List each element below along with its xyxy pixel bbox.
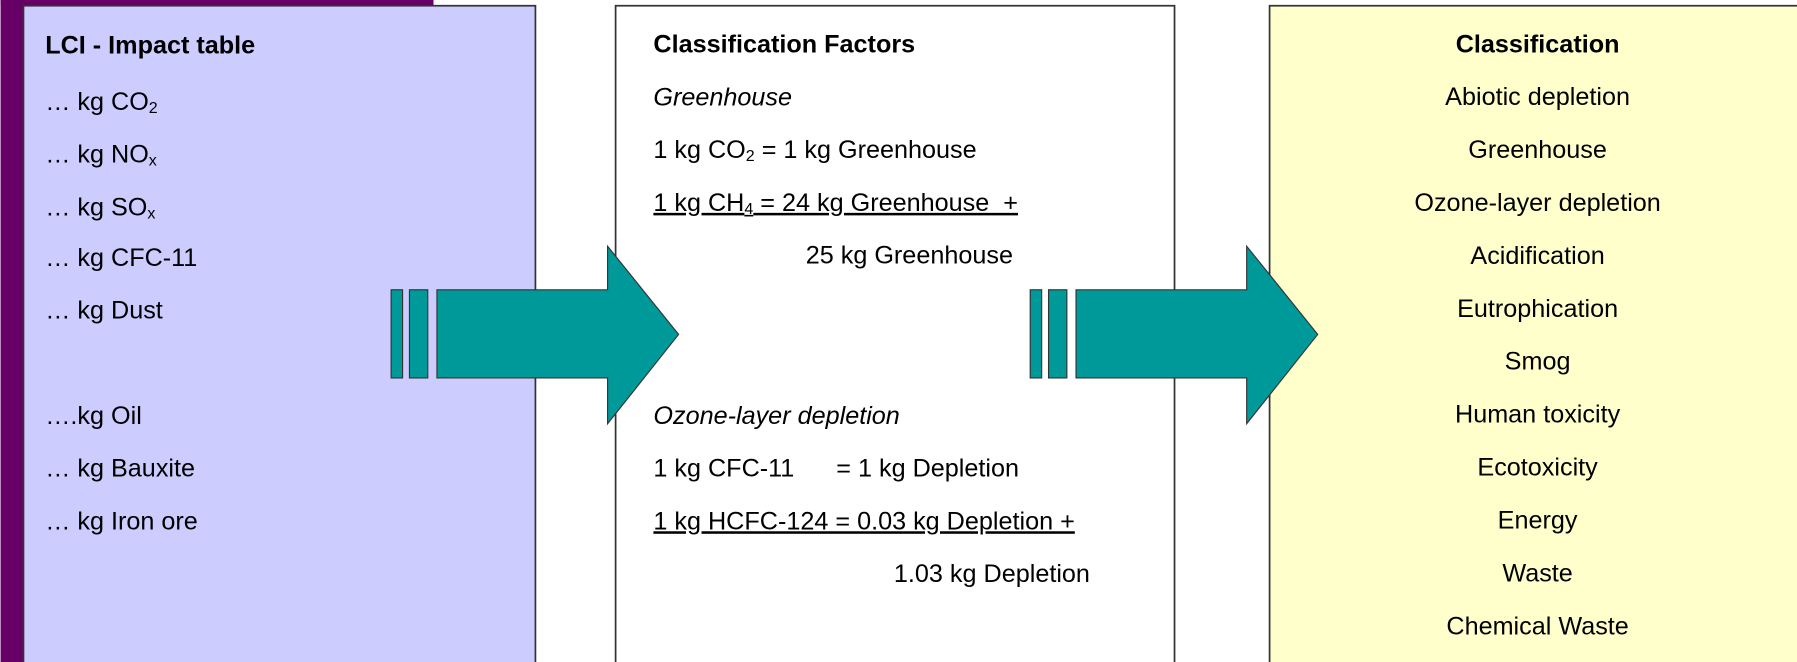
lci-item: … kg CO2 bbox=[45, 88, 158, 117]
factor-line: Greenhouse bbox=[653, 83, 792, 111]
factor-line: 1 kg CH4 = 24 kg Greenhouse + bbox=[653, 189, 1018, 218]
text: … kg SO bbox=[45, 193, 147, 221]
category: Abiotic depletion bbox=[1445, 83, 1630, 111]
category: Greenhouse bbox=[1468, 136, 1607, 164]
text: … kg CFC-11 bbox=[45, 244, 197, 272]
category: Human toxicity bbox=[1455, 401, 1621, 429]
factor-line: 25 kg Greenhouse bbox=[806, 241, 1013, 269]
factor-line: 1.03 kg Depletion bbox=[894, 560, 1090, 588]
lci-item: … kg Iron ore bbox=[45, 507, 198, 535]
factor-line: Ozone-layer depletion bbox=[653, 402, 899, 430]
text: 25 kg Greenhouse bbox=[806, 241, 1013, 269]
classification-box bbox=[1268, 4, 1797, 662]
category: Smog bbox=[1505, 348, 1571, 376]
factor-line: 1 kg HCFC-124 = 0.03 kg Depletion + bbox=[653, 507, 1074, 535]
category: Energy bbox=[1498, 506, 1578, 534]
factor-line: 1 kg CFC-11 = 1 kg Depletion bbox=[653, 454, 1019, 482]
text: Ozone-layer depletion bbox=[653, 402, 899, 430]
subscript: 2 bbox=[149, 99, 158, 117]
text: = 24 kg Greenhouse + bbox=[753, 189, 1018, 217]
lci-item: ….kg Oil bbox=[45, 402, 142, 430]
lci-item: … kg CFC-11 bbox=[45, 244, 197, 272]
subscript: 4 bbox=[744, 200, 753, 218]
text: 1 kg CH bbox=[653, 189, 744, 217]
text: 1 kg HCFC-124 = 0.03 kg Depletion + bbox=[653, 507, 1074, 535]
subscript: x bbox=[147, 204, 155, 222]
lci-title: LCI - Impact table bbox=[45, 32, 255, 60]
lci-item: … kg SOx bbox=[45, 193, 155, 222]
lci-item: … kg Bauxite bbox=[45, 454, 195, 482]
lci-item: … kg Dust bbox=[45, 296, 163, 324]
text: … kg Dust bbox=[45, 296, 163, 324]
top-bar bbox=[0, 0, 434, 6]
category: Eutrophication bbox=[1457, 295, 1618, 323]
text: ….kg Oil bbox=[45, 402, 142, 430]
arrow bbox=[1029, 244, 1319, 426]
text: … kg Bauxite bbox=[45, 454, 195, 482]
subscript: 2 bbox=[746, 147, 755, 165]
arrow bbox=[390, 244, 680, 426]
lci-item: … kg NOx bbox=[45, 140, 157, 169]
text: 1 kg CFC-11 = 1 kg Depletion bbox=[653, 454, 1019, 482]
text: … kg NO bbox=[45, 140, 149, 168]
classification-title: Classification bbox=[1456, 30, 1620, 58]
category: Waste bbox=[1502, 559, 1572, 587]
text: 1.03 kg Depletion bbox=[894, 560, 1090, 588]
category: Chemical Waste bbox=[1446, 612, 1628, 640]
text: … kg Iron ore bbox=[45, 507, 198, 535]
text: Greenhouse bbox=[653, 83, 792, 111]
side-bar bbox=[0, 0, 24, 662]
category: Acidification bbox=[1470, 242, 1604, 270]
category: Ozone-layer depletion bbox=[1414, 189, 1660, 217]
subscript: x bbox=[149, 152, 157, 170]
text: = 1 kg Greenhouse bbox=[755, 136, 977, 164]
factors-title: Classification Factors bbox=[653, 30, 915, 58]
text: 1 kg CO bbox=[653, 136, 745, 164]
text: … kg CO bbox=[45, 88, 149, 116]
category: Ecotoxicity bbox=[1477, 454, 1598, 482]
factor-line: 1 kg CO2 = 1 kg Greenhouse bbox=[653, 136, 976, 165]
